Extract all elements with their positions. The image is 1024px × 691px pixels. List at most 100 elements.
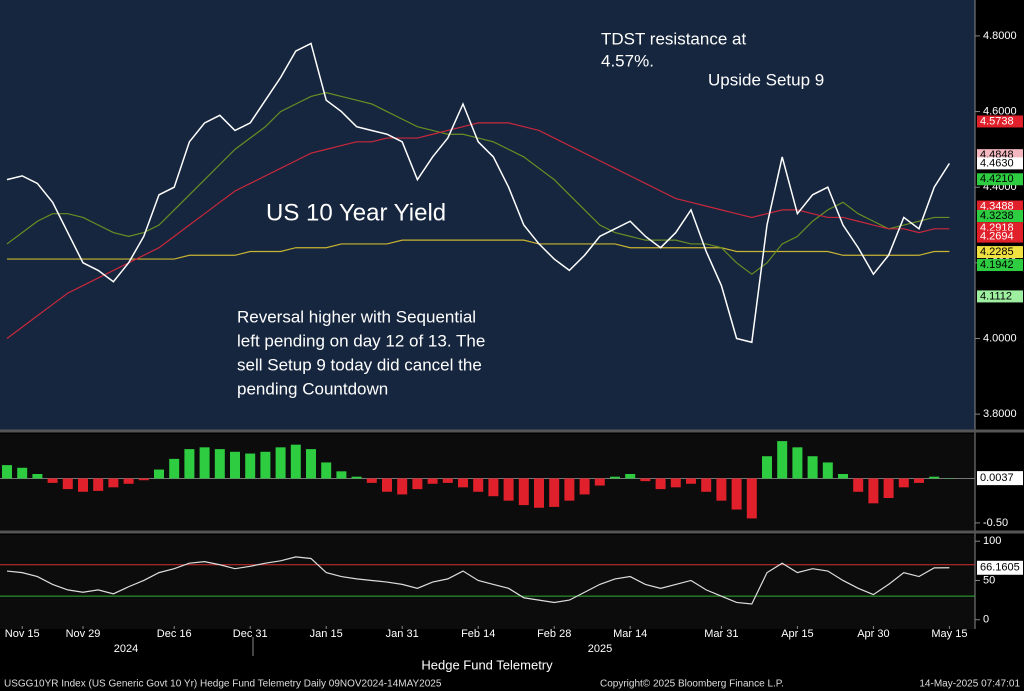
x-tick-label: Dec 16 <box>157 628 192 640</box>
annotation: sell Setup 9 today did cancel the <box>237 355 482 374</box>
x-tick-label: Apr 30 <box>857 628 889 640</box>
value-tag-label: 0.0037 <box>980 472 1014 484</box>
moving-average <box>6 122 950 339</box>
oscillator-line <box>6 556 950 605</box>
moving-average <box>7 239 950 260</box>
price-tag <box>977 290 1023 303</box>
price-tag <box>977 210 1023 223</box>
bar <box>488 478 499 497</box>
bar <box>47 478 58 483</box>
price-tag-label: 4.3488 <box>980 200 1014 212</box>
bar <box>199 447 210 479</box>
bar <box>746 478 757 519</box>
price-tag <box>977 157 1023 170</box>
bar <box>701 478 712 492</box>
bar <box>822 462 833 479</box>
bar <box>442 478 453 483</box>
price-tag-label: 4.3238 <box>980 210 1014 222</box>
bar <box>549 478 560 507</box>
y-tick-label: -0.50 <box>983 517 1008 529</box>
bar <box>853 478 864 492</box>
bar <box>138 478 149 481</box>
chart-title: US 10 Year Yield <box>266 199 446 226</box>
bar <box>290 444 301 479</box>
bar <box>914 478 924 483</box>
bar <box>275 447 286 479</box>
y-tick-label: 4.6000 <box>983 105 1017 117</box>
bar <box>534 478 544 508</box>
bar <box>62 478 73 490</box>
y-tick-label: 50 <box>983 574 995 586</box>
bar <box>230 451 240 479</box>
y-tick-label: 0 <box>983 614 989 626</box>
x-tick-label: Feb 28 <box>537 628 571 640</box>
bar <box>397 478 408 495</box>
annotation: left pending on day 12 of 13. The <box>237 331 485 350</box>
bar <box>640 478 651 482</box>
bar <box>929 476 940 479</box>
bar <box>260 451 271 479</box>
price-tag <box>977 230 1023 243</box>
x-tick-label: Dec 31 <box>233 628 268 640</box>
price-tag <box>977 259 1023 272</box>
bar <box>564 478 575 501</box>
bar <box>762 456 772 479</box>
bar <box>382 478 392 492</box>
bar <box>306 449 316 479</box>
price-tag-label: 4.5738 <box>980 115 1014 127</box>
value-tag <box>977 560 1023 575</box>
bar <box>184 449 195 479</box>
bar <box>807 456 818 479</box>
bar <box>366 478 377 483</box>
bar <box>169 458 180 479</box>
footer-right: 14-May-2025 07:47:01 <box>919 679 1020 690</box>
bar <box>594 478 605 486</box>
footer-center: Copyright© 2025 Bloomberg Finance L.P. <box>600 679 784 690</box>
annotation: TDST resistance at <box>601 29 746 48</box>
bar <box>412 478 423 490</box>
bar <box>2 465 12 479</box>
x-tick-label: Nov 15 <box>5 628 40 640</box>
bar <box>32 474 43 479</box>
bar <box>108 478 119 488</box>
price-line <box>6 42 951 344</box>
oscillator-panel <box>0 535 975 629</box>
annotation: Reversal higher with Sequential <box>237 307 476 326</box>
bar <box>868 478 879 504</box>
price-tag-label: 4.4630 <box>980 157 1014 169</box>
bar <box>716 478 727 501</box>
bar <box>123 478 134 484</box>
year-label: 2025 <box>588 643 612 655</box>
bar <box>336 471 347 479</box>
price-tag <box>977 200 1023 213</box>
y-tick-label: 100 <box>983 535 1001 547</box>
bar <box>838 474 848 479</box>
bar <box>655 478 666 490</box>
price-tag-label: 4.4210 <box>980 173 1014 185</box>
price-tag-label: 4.1112 <box>980 290 1012 302</box>
x-tick-label: Nov 29 <box>66 628 101 640</box>
x-tick-label: May 15 <box>931 628 967 640</box>
price-tag <box>977 115 1023 128</box>
moving-average <box>6 92 950 275</box>
bar <box>610 476 620 479</box>
x-tick-label: Jan 31 <box>386 628 419 640</box>
year-label: 2024 <box>114 643 138 655</box>
bar <box>321 462 332 479</box>
x-tick-label: Jan 15 <box>310 628 343 640</box>
x-tick-label: Apr 15 <box>781 628 813 640</box>
bar <box>883 478 894 498</box>
momentum-panel <box>0 434 975 530</box>
price-tag-label: 4.2285 <box>980 246 1014 258</box>
bar <box>17 467 28 479</box>
value-tag-label: 66.1605 <box>980 562 1020 574</box>
bar <box>518 478 529 506</box>
bar <box>154 469 164 479</box>
bar <box>245 453 256 479</box>
y-tick-label: 4.0000 <box>983 332 1017 344</box>
y-tick-label: 4.8000 <box>983 30 1017 42</box>
bar <box>625 474 636 479</box>
bar <box>78 478 88 492</box>
annotation: 4.57%. <box>601 51 654 70</box>
